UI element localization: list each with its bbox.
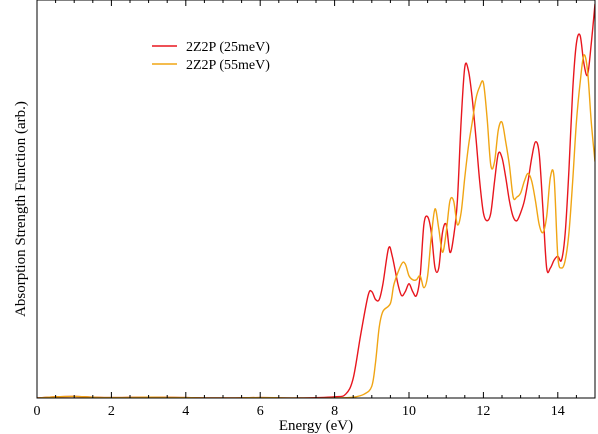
- series-line-2: [37, 54, 595, 398]
- series-layer: [37, 3, 595, 398]
- y-axis-title: Absorption Strength Function (arb.): [13, 101, 29, 317]
- x-tick-label: 2: [108, 404, 115, 419]
- legend: 2Z2P (25meV) 2Z2P (55meV): [152, 40, 270, 73]
- x-tick-label: 6: [257, 404, 264, 419]
- axes-layer: 0 2 4 6 8 10 12 14: [34, 0, 596, 419]
- series-line-1: [37, 3, 595, 398]
- x-axis-title: Energy (eV): [279, 418, 353, 434]
- x-tick-label: 12: [476, 404, 490, 419]
- x-tick-label: 10: [402, 404, 416, 419]
- legend-label-1: 2Z2P (25meV): [186, 40, 270, 55]
- x-tick-label: 4: [182, 404, 189, 419]
- x-tick-label: 8: [331, 404, 338, 419]
- plot-frame: [36, 0, 596, 399]
- x-tick-label: 14: [551, 404, 565, 419]
- x-tick-label: 0: [34, 404, 41, 419]
- legend-label-2: 2Z2P (55meV): [186, 58, 270, 73]
